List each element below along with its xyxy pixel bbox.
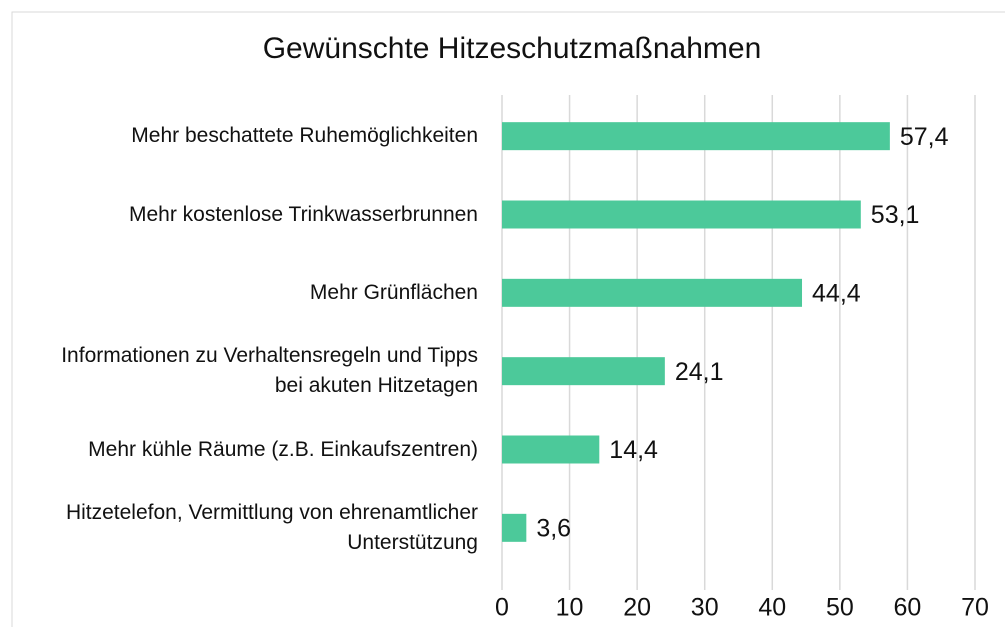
data-label: 3,6 xyxy=(536,514,571,542)
bar xyxy=(502,513,527,542)
data-label: 24,1 xyxy=(675,358,724,386)
bar xyxy=(502,122,890,151)
y-tick-label: Informationen zu Verhaltensregeln und Ti… xyxy=(61,344,478,398)
chart-border xyxy=(11,11,1005,627)
x-tick-label: 70 xyxy=(961,594,989,622)
x-tick-label: 10 xyxy=(556,594,584,622)
y-tick-label: Mehr beschattete Ruhemöglichkeiten xyxy=(131,124,478,148)
bar xyxy=(502,200,861,229)
bar xyxy=(502,435,600,464)
data-label: 14,4 xyxy=(609,436,658,464)
chart-title: Gewünschte Hitzeschutzmaßnahmen xyxy=(263,32,762,65)
bar xyxy=(502,278,803,307)
x-tick-label: 30 xyxy=(691,594,719,622)
y-tick-label: Mehr kühle Räume (z.B. Einkaufszentren) xyxy=(88,437,478,461)
data-label: 44,4 xyxy=(812,279,861,307)
x-tick-label: 50 xyxy=(826,594,854,622)
x-tick-label: 60 xyxy=(894,594,922,622)
y-tick-label: Mehr Grünflächen xyxy=(309,280,478,304)
x-tick-label: 20 xyxy=(623,594,651,622)
data-label: 53,1 xyxy=(871,201,920,229)
x-tick-label: 0 xyxy=(495,594,509,622)
bar xyxy=(502,357,665,386)
data-label: 57,4 xyxy=(900,123,949,151)
y-tick-label: Mehr kostenlose Trinkwasserbrunnen xyxy=(128,202,478,226)
x-tick-label: 40 xyxy=(758,594,786,622)
y-tick-label: Hitzetelefon, Vermittlung von ehrenamtli… xyxy=(65,500,478,554)
